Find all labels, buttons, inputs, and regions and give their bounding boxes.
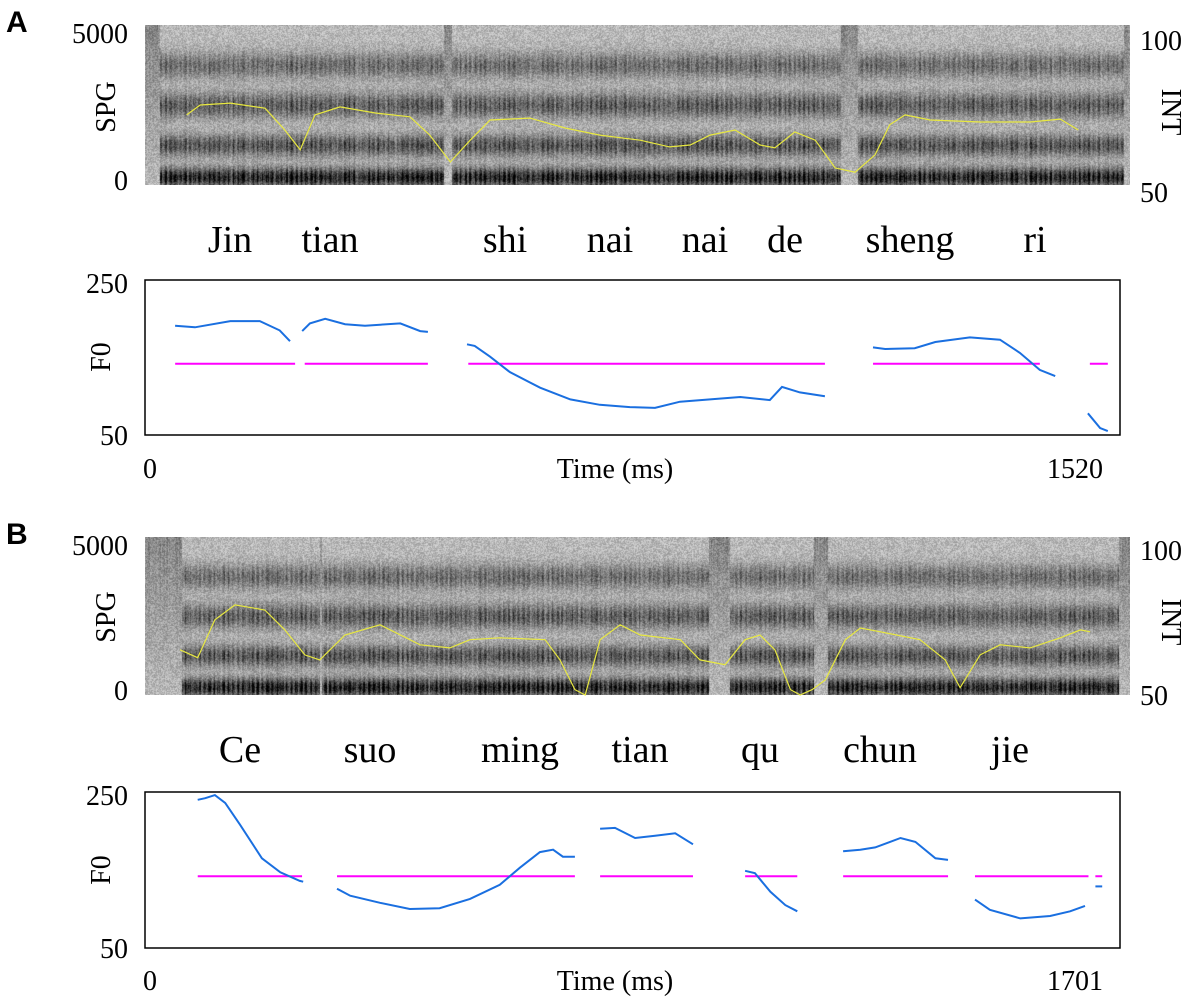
f0-axis-label-b: F0 — [86, 855, 117, 885]
int-tick-bottom-a: 50 — [1140, 178, 1168, 209]
spg-axis-label-b: SPG — [91, 591, 122, 642]
f0-plot-a — [175, 317, 1109, 433]
panel-label-a: A — [6, 6, 28, 39]
f0-tick-bottom-b: 50 — [100, 934, 128, 965]
syllable-label: chun — [843, 729, 917, 771]
time-tick-end-a: 1520 — [1047, 454, 1103, 485]
f0-contour-segment — [197, 793, 304, 883]
syllable-label: ming — [481, 729, 559, 771]
syllables-b: Ce suo ming tian qu chun jie — [219, 729, 1029, 771]
f0-tick-bottom-a: 50 — [100, 421, 128, 452]
time-tick-start-b: 0 — [143, 966, 157, 997]
int-tick-top-b: 100 — [1140, 536, 1182, 567]
intensity-curve — [186, 102, 1079, 173]
syllable-label: de — [767, 219, 803, 261]
spg-tick-bottom-b: 0 — [114, 676, 128, 707]
syllable-label: Ce — [219, 729, 261, 771]
f0-contour-segment — [301, 317, 429, 333]
f0-plot-frame-a — [144, 279, 1121, 436]
f0-contour-segment — [336, 848, 575, 911]
f0-contour-segment — [872, 336, 1056, 378]
spg-tick-bottom-a: 0 — [114, 166, 128, 197]
f0-contour-segment — [1087, 412, 1109, 433]
f0-contour-segment — [175, 320, 291, 342]
f0-contour-segment — [974, 898, 1086, 920]
syllable-label: suo — [344, 729, 397, 771]
syllable-label: qu — [741, 729, 779, 771]
intensity-curve — [179, 604, 1091, 696]
int-tick-bottom-b: 50 — [1140, 681, 1168, 712]
spectrogram-a — [145, 25, 1130, 185]
syllable-label: shi — [483, 219, 527, 261]
f0-plot-frame-b — [144, 791, 1121, 949]
time-tick-start-a: 0 — [143, 454, 157, 485]
spg-tick-top-b: 5000 — [72, 531, 128, 562]
syllable-label: ri — [1023, 219, 1046, 261]
int-tick-top-a: 100 — [1140, 26, 1182, 57]
intensity-overlay-a — [186, 102, 1079, 173]
spg-tick-top-a: 5000 — [72, 19, 128, 50]
f0-contour-segment — [466, 343, 826, 409]
f0-tick-top-a: 250 — [86, 269, 128, 300]
time-tick-end-b: 1701 — [1047, 966, 1103, 997]
syllable-label: tian — [612, 729, 669, 771]
syllables-a: Jin tian shi nai nai de sheng ri — [208, 219, 1047, 261]
syllable-label: nai — [682, 219, 728, 261]
time-axis-label-a: Time (ms) — [557, 454, 673, 485]
intensity-overlay-b — [179, 604, 1091, 696]
int-axis-label-b: INT — [1155, 599, 1186, 646]
f0-axis-label-a: F0 — [86, 342, 117, 372]
panel-label-b: B — [6, 518, 28, 551]
syllable-label: Jin — [208, 219, 252, 261]
f0-plot-b — [197, 793, 1103, 920]
spectrogram-b — [145, 537, 1130, 695]
syllable-label: nai — [587, 219, 633, 261]
f0-contour-segment — [843, 836, 949, 861]
f0-contour-segment — [600, 826, 694, 846]
syllable-label: tian — [302, 219, 359, 261]
syllable-label: sheng — [866, 219, 955, 261]
f0-tick-top-b: 250 — [86, 781, 128, 812]
spg-axis-label-a: SPG — [91, 81, 122, 132]
syllable-label: jie — [989, 729, 1029, 771]
time-axis-label-b: Time (ms) — [557, 966, 673, 997]
f0-contour-segment — [744, 869, 798, 913]
int-axis-label-a: INT — [1155, 89, 1186, 136]
